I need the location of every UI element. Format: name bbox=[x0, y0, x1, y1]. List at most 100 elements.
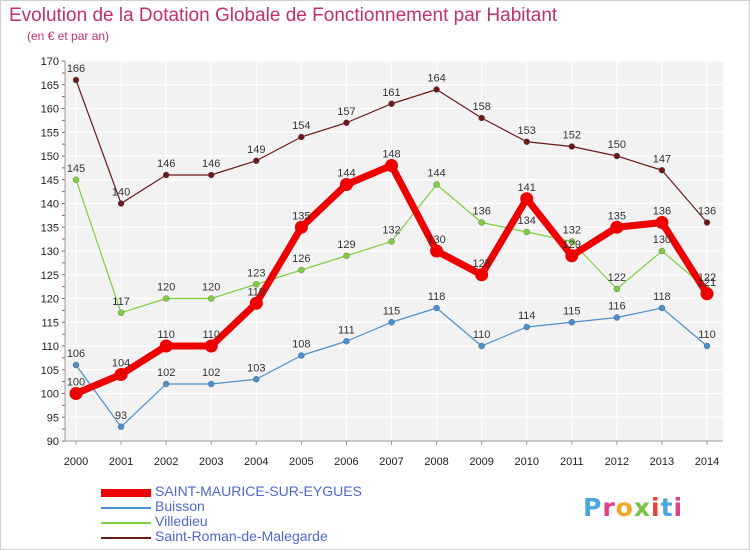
data-point-saint-roman-de-malegarde bbox=[568, 143, 575, 150]
data-label-saint-maurice-sur-eygues: 125 bbox=[472, 258, 490, 270]
data-point-buisson bbox=[433, 304, 440, 312]
legend-item-villedieu: Villedieu bbox=[101, 513, 401, 530]
data-point-saint-maurice-sur-eygues bbox=[294, 220, 308, 234]
data-label-saint-roman-de-malegarde: 146 bbox=[157, 158, 175, 170]
data-label-saint-roman-de-malegarde: 152 bbox=[563, 130, 581, 142]
data-point-villedieu bbox=[162, 295, 170, 302]
data-label-saint-maurice-sur-eygues: 110 bbox=[157, 329, 175, 341]
data-point-villedieu bbox=[478, 219, 485, 226]
data-point-saint-maurice-sur-eygues bbox=[69, 387, 83, 400]
y-tick-label: 120 bbox=[41, 294, 59, 306]
data-point-buisson bbox=[343, 338, 350, 345]
data-point-saint-maurice-sur-eygues bbox=[339, 178, 353, 191]
x-tick-label: 2000 bbox=[64, 456, 88, 468]
data-label-villedieu: 129 bbox=[337, 239, 355, 251]
data-point-saint-maurice-sur-eygues bbox=[385, 159, 398, 172]
data-point-saint-roman-de-malegarde bbox=[433, 86, 440, 93]
data-label-buisson: 116 bbox=[608, 301, 626, 313]
data-label-saint-maurice-sur-eygues: 144 bbox=[337, 168, 355, 180]
data-label-buisson: 103 bbox=[247, 362, 265, 374]
y-tick-label: 165 bbox=[41, 80, 59, 92]
legend-swatch bbox=[101, 489, 151, 497]
data-point-villedieu bbox=[343, 252, 350, 259]
data-label-buisson: 114 bbox=[518, 310, 536, 322]
data-label-saint-maurice-sur-eygues: 129 bbox=[563, 239, 581, 251]
data-label-villedieu: 117 bbox=[112, 296, 130, 308]
logo-letter: o bbox=[615, 493, 634, 522]
data-label-buisson: 115 bbox=[383, 305, 401, 317]
data-label-saint-roman-de-malegarde: 136 bbox=[698, 206, 716, 218]
data-label-buisson: 118 bbox=[428, 291, 446, 303]
logo-letter: i bbox=[673, 493, 684, 522]
data-point-saint-maurice-sur-eygues bbox=[249, 296, 263, 310]
data-label-buisson: 115 bbox=[563, 305, 581, 317]
data-label-saint-roman-de-malegarde: 140 bbox=[112, 187, 130, 199]
legend-label: Buisson bbox=[155, 498, 205, 514]
data-label-saint-roman-de-malegarde: 166 bbox=[67, 63, 85, 75]
data-point-saint-roman-de-malegarde bbox=[72, 76, 80, 84]
data-point-villedieu bbox=[253, 281, 260, 288]
data-point-villedieu bbox=[298, 266, 305, 274]
legend-label: Saint-Roman-de-Malegarde bbox=[155, 528, 328, 544]
data-point-saint-roman-de-malegarde bbox=[117, 200, 125, 207]
y-tick-label: 135 bbox=[41, 222, 59, 234]
data-label-saint-maurice-sur-eygues: 121 bbox=[698, 277, 716, 289]
data-point-buisson bbox=[298, 352, 305, 359]
x-tick-label: 2009 bbox=[469, 456, 493, 468]
data-point-buisson bbox=[72, 361, 80, 369]
y-tick-label: 115 bbox=[41, 317, 59, 329]
data-label-villedieu: 144 bbox=[427, 168, 445, 180]
data-point-saint-maurice-sur-eygues bbox=[610, 220, 624, 234]
data-point-villedieu bbox=[523, 228, 530, 236]
x-tick-label: 2013 bbox=[650, 456, 674, 468]
y-tick-label: 95 bbox=[47, 412, 59, 424]
y-tick-label: 145 bbox=[41, 175, 59, 187]
proxiti-logo: Proxiti bbox=[583, 493, 683, 522]
legend-swatch bbox=[101, 522, 151, 524]
x-tick-label: 2007 bbox=[379, 456, 403, 468]
data-point-saint-maurice-sur-eygues bbox=[204, 339, 218, 353]
data-label-saint-maurice-sur-eygues: 135 bbox=[608, 210, 626, 222]
data-label-buisson: 110 bbox=[473, 329, 491, 341]
data-label-saint-roman-de-malegarde: 157 bbox=[337, 106, 355, 118]
data-point-buisson bbox=[658, 304, 666, 312]
data-point-buisson bbox=[388, 319, 395, 326]
data-point-villedieu bbox=[433, 181, 440, 188]
legend-item-saint-roman-de-malegarde: Saint-Roman-de-Malegarde bbox=[101, 528, 401, 545]
data-label-buisson: 102 bbox=[202, 367, 220, 379]
legend-item-buisson: Buisson bbox=[101, 498, 401, 515]
data-point-saint-roman-de-malegarde bbox=[343, 119, 350, 126]
data-point-saint-roman-de-malegarde bbox=[298, 133, 305, 141]
data-label-villedieu: 122 bbox=[608, 272, 626, 284]
data-label-villedieu: 120 bbox=[157, 282, 175, 294]
x-tick-label: 2010 bbox=[514, 456, 538, 468]
data-point-saint-maurice-sur-eygues bbox=[520, 192, 534, 206]
data-label-villedieu: 132 bbox=[382, 225, 400, 237]
data-label-saint-roman-de-malegarde: 150 bbox=[608, 139, 626, 151]
data-point-saint-maurice-sur-eygues bbox=[430, 244, 444, 258]
data-label-saint-roman-de-malegarde: 147 bbox=[653, 153, 671, 165]
data-point-buisson bbox=[613, 314, 621, 321]
data-label-saint-maurice-sur-eygues: 148 bbox=[382, 149, 400, 161]
data-point-saint-roman-de-malegarde bbox=[478, 114, 485, 122]
x-tick-label: 2014 bbox=[695, 456, 719, 468]
y-tick-label: 105 bbox=[41, 365, 59, 377]
data-label-saint-roman-de-malegarde: 146 bbox=[202, 158, 220, 170]
data-point-saint-roman-de-malegarde bbox=[703, 219, 711, 226]
data-point-buisson bbox=[568, 319, 575, 326]
data-point-buisson bbox=[253, 376, 260, 383]
chart-title: Evolution de la Dotation Globale de Fonc… bbox=[9, 5, 558, 26]
data-point-saint-roman-de-malegarde bbox=[162, 171, 170, 179]
y-tick-label: 100 bbox=[41, 389, 59, 401]
data-point-villedieu bbox=[568, 238, 575, 245]
data-label-villedieu: 120 bbox=[202, 282, 220, 294]
data-point-villedieu bbox=[658, 247, 666, 255]
data-label-buisson: 108 bbox=[292, 339, 310, 351]
data-label-saint-maurice-sur-eygues: 130 bbox=[427, 234, 445, 246]
logo-letter: x bbox=[633, 493, 651, 522]
x-tick-label: 2004 bbox=[244, 456, 268, 468]
data-point-saint-maurice-sur-eygues bbox=[475, 268, 489, 282]
legend-swatch bbox=[101, 537, 151, 539]
data-label-saint-maurice-sur-eygues: 135 bbox=[292, 210, 310, 222]
